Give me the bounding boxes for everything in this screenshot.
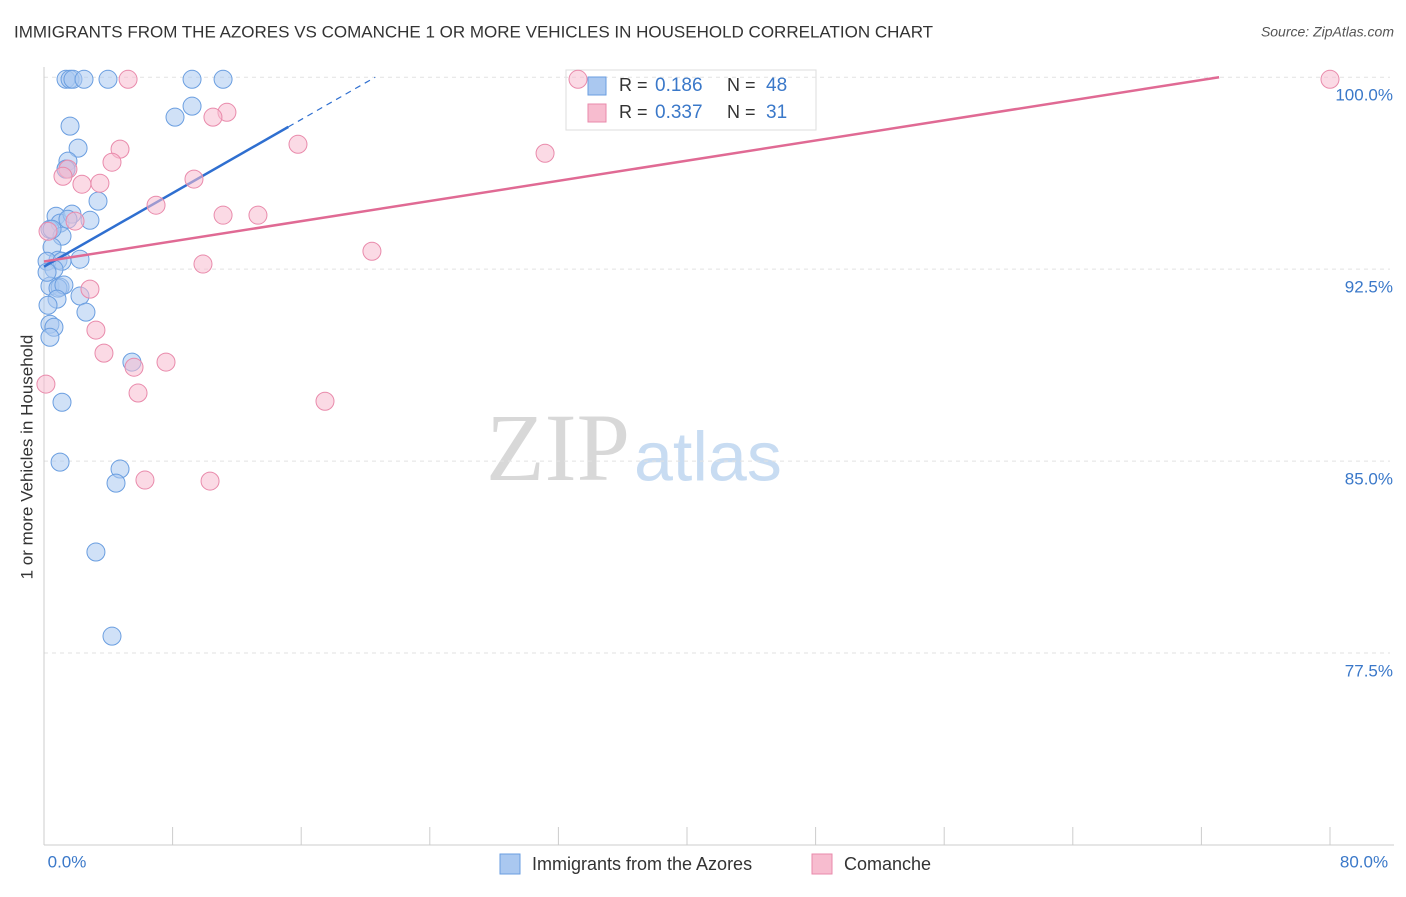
point [146,195,166,215]
point [568,69,588,89]
legend-n-label: N = [727,75,756,95]
bottom-legend-label: Immigrants from the Azores [532,854,752,874]
point [52,392,72,412]
trend-line-extension [288,76,376,128]
point [65,211,85,231]
legend-r-label: R = [619,102,648,122]
point [37,262,57,282]
trend-line [43,76,1220,263]
chart-title: IMMIGRANTS FROM THE AZORES VS COMANCHE 1… [14,22,933,41]
bottom-legend-swatch [499,853,521,875]
watermark: ZIP [486,394,630,501]
point [98,69,118,89]
point [362,241,382,261]
point [184,169,204,189]
legend-r: 0.337 [655,102,703,123]
point [76,302,96,322]
point [248,205,268,225]
point [118,69,138,89]
source: Source: ZipAtlas.com [1261,24,1394,40]
point [124,357,144,377]
legend-n: 48 [766,75,787,96]
point [68,138,88,158]
point [53,166,73,186]
y-axis-label: 1 or more Vehicles in Household [17,335,36,580]
point [128,383,148,403]
point [315,391,335,411]
point [90,173,110,193]
x-tick-label: 0.0% [48,852,87,871]
point [50,452,70,472]
legend-n: 31 [766,102,787,123]
bottom-legend-swatch [811,853,833,875]
point [102,152,122,172]
legend-r: 0.186 [655,75,703,96]
point [86,320,106,340]
point [72,174,92,194]
point [106,473,126,493]
point [182,96,202,116]
legend-swatch [587,76,607,96]
point [1320,69,1340,89]
point [94,343,114,363]
legend-box [565,69,817,131]
point [70,249,90,269]
point [165,107,185,127]
legend-swatch [587,103,607,123]
point [74,69,94,89]
point [38,295,58,315]
point [213,205,233,225]
y-tick-label: 77.5% [1345,662,1393,681]
point [288,134,308,154]
point [88,191,108,211]
point [86,542,106,562]
point [535,143,555,163]
watermark: atlas [634,417,782,495]
point [102,626,122,646]
point [200,471,220,491]
bottom-legend-label: Comanche [844,854,931,874]
point [80,279,100,299]
trend-line [43,125,289,268]
point [40,327,60,347]
point [135,470,155,490]
y-tick-label: 85.0% [1345,470,1393,489]
x-tick-label: 80.0% [1340,852,1388,871]
point [213,69,233,89]
legend-r-label: R = [619,75,648,95]
y-tick-label: 92.5% [1345,278,1393,297]
point [203,107,223,127]
point [60,116,80,136]
legend-n-label: N = [727,102,756,122]
point [36,374,56,394]
y-tick-label: 100.0% [1335,86,1393,105]
point [38,221,58,241]
point [182,69,202,89]
point [193,254,213,274]
point [156,352,176,372]
